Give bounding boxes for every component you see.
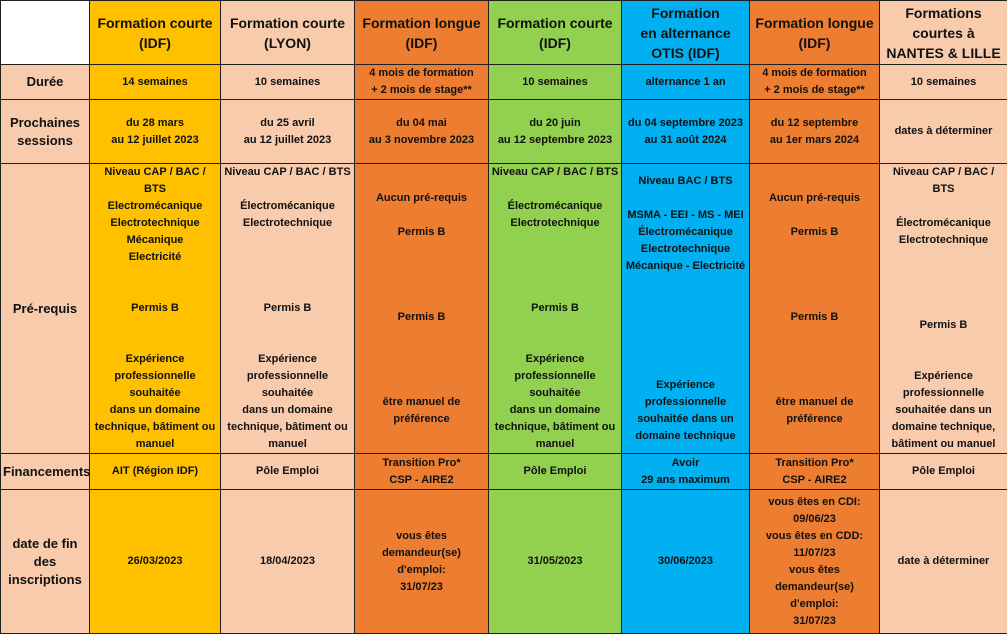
sessions-cell: du 04 septembre 2023 au 31 août 2024 (622, 100, 750, 164)
financements-cell: Transition Pro* CSP - AIRE2 (355, 454, 489, 490)
duree-cell: alternance 1 an (622, 65, 750, 100)
sessions-cell: du 12 septembre au 1er mars 2024 (750, 100, 880, 164)
prerequis-cell: Niveau CAP / BAC / BTS Électromécanique … (880, 164, 1007, 454)
duree-cell: 10 semaines (880, 65, 1007, 100)
fin-inscriptions-cell: 31/05/2023 (489, 490, 622, 634)
header-row: Formation courte (IDF)Formation courte (… (1, 1, 1007, 65)
prerequis-cell: Aucun pré-requis Permis B Permis B être … (355, 164, 489, 454)
column-header: Formation courte (IDF) (90, 1, 221, 65)
column-header: Formation courte (IDF) (489, 1, 622, 65)
financements-cell: Pôle Emploi (489, 454, 622, 490)
sessions-cell: du 04 mai au 3 novembre 2023 (355, 100, 489, 164)
fin-inscriptions-cell: 30/06/2023 (622, 490, 750, 634)
row-financements: Financements AIT (Région IDF)Pôle Emploi… (1, 454, 1007, 490)
financements-cell: Pôle Emploi (221, 454, 355, 490)
column-header: Formations courtes à NANTES & LILLE (880, 1, 1007, 65)
sessions-cell: dates à déterminer (880, 100, 1007, 164)
duree-cell: 14 semaines (90, 65, 221, 100)
row-label-financements: Financements (1, 454, 90, 490)
prerequis-cell: Niveau CAP / BAC / BTS Electromécanique … (90, 164, 221, 454)
duree-cell: 10 semaines (221, 65, 355, 100)
fin-inscriptions-cell: vous êtes demandeur(se) d'emploi: 31/07/… (355, 490, 489, 634)
row-label-sessions: Prochaines sessions (1, 100, 90, 164)
prerequis-cell: Aucun pré-requis Permis B Permis B être … (750, 164, 880, 454)
row-label-duree: Durée (1, 65, 90, 100)
financements-cell: AIT (Région IDF) (90, 454, 221, 490)
fin-inscriptions-cell: 26/03/2023 (90, 490, 221, 634)
column-header: Formation longue (IDF) (750, 1, 880, 65)
sessions-cell: du 20 juin au 12 septembre 2023 (489, 100, 622, 164)
financements-cell: Pôle Emploi (880, 454, 1007, 490)
duree-cell: 4 mois de formation + 2 mois de stage** (750, 65, 880, 100)
fin-inscriptions-cell: date à déterminer (880, 490, 1007, 634)
financements-cell: Transition Pro* CSP - AIRE2 (750, 454, 880, 490)
sessions-cell: du 28 mars au 12 juillet 2023 (90, 100, 221, 164)
corner-cell (1, 1, 90, 65)
row-prerequis: Pré-requis Niveau CAP / BAC / BTS Electr… (1, 164, 1007, 454)
prerequis-cell: Niveau CAP / BAC / BTS Électromécanique … (221, 164, 355, 454)
fin-inscriptions-cell: vous êtes en CDI: 09/06/23 vous êtes en … (750, 490, 880, 634)
sessions-cell: du 25 avril au 12 juillet 2023 (221, 100, 355, 164)
column-header: Formation en alternance OTIS (IDF) (622, 1, 750, 65)
prerequis-cell: Niveau CAP / BAC / BTS Électromécanique … (489, 164, 622, 454)
financements-cell: Avoir 29 ans maximum (622, 454, 750, 490)
row-label-prerequis: Pré-requis (1, 164, 90, 454)
row-label-fin-inscriptions: date de fin des inscriptions (1, 490, 90, 634)
duree-cell: 4 mois de formation + 2 mois de stage** (355, 65, 489, 100)
prerequis-cell: Niveau BAC / BTS MSMA - EEI - MS - MEI É… (622, 164, 750, 454)
column-header: Formation courte (LYON) (221, 1, 355, 65)
column-header: Formation longue (IDF) (355, 1, 489, 65)
row-sessions: Prochaines sessions du 28 mars au 12 jui… (1, 100, 1007, 164)
fin-inscriptions-cell: 18/04/2023 (221, 490, 355, 634)
duree-cell: 10 semaines (489, 65, 622, 100)
